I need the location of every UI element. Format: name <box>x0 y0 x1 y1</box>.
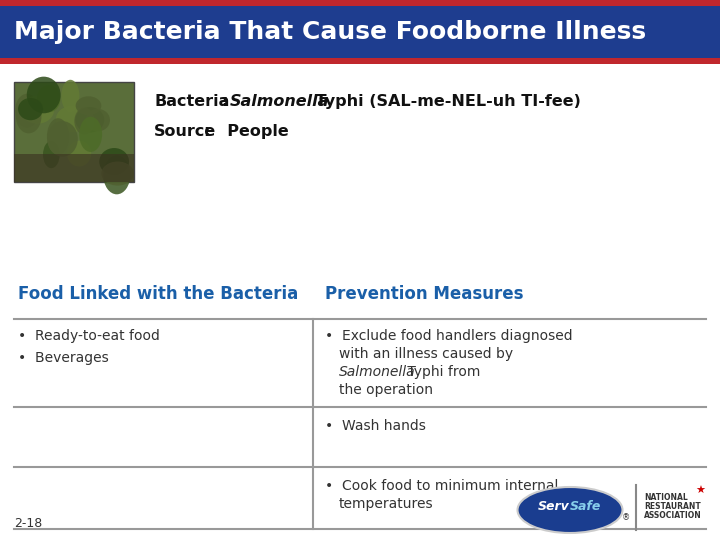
Ellipse shape <box>99 148 129 176</box>
Ellipse shape <box>15 94 39 127</box>
Text: RESTAURANT: RESTAURANT <box>644 502 701 511</box>
Text: Food Linked with the Bacteria: Food Linked with the Bacteria <box>18 285 298 303</box>
Ellipse shape <box>20 96 54 124</box>
Text: the operation: the operation <box>339 383 433 397</box>
Text: •  Cook food to minimum internal: • Cook food to minimum internal <box>325 479 559 493</box>
Text: ®: ® <box>622 514 630 523</box>
Text: Bacteria: Bacteria <box>154 94 230 109</box>
Ellipse shape <box>79 117 102 152</box>
Text: Source: Source <box>154 124 216 139</box>
Text: Typhi (SAL-me-NEL-uh TI-fee): Typhi (SAL-me-NEL-uh TI-fee) <box>310 94 581 109</box>
Ellipse shape <box>76 107 104 133</box>
Text: •  Beverages: • Beverages <box>18 351 109 365</box>
Ellipse shape <box>76 96 102 115</box>
Ellipse shape <box>18 98 43 120</box>
Bar <box>0 6 720 58</box>
Ellipse shape <box>103 156 130 194</box>
Ellipse shape <box>86 109 110 131</box>
Bar <box>14 82 134 182</box>
Ellipse shape <box>27 77 60 113</box>
Ellipse shape <box>102 161 134 186</box>
Bar <box>14 154 134 182</box>
Ellipse shape <box>61 80 79 112</box>
Ellipse shape <box>48 121 78 157</box>
Text: temperatures: temperatures <box>339 497 433 511</box>
Ellipse shape <box>74 107 94 134</box>
Text: Typhi from: Typhi from <box>403 365 480 379</box>
Ellipse shape <box>67 140 91 166</box>
Text: Salmonella: Salmonella <box>339 365 415 379</box>
Text: •  Wash hands: • Wash hands <box>325 419 426 433</box>
Text: •  Exclude food handlers diagnosed: • Exclude food handlers diagnosed <box>325 329 572 343</box>
Text: •  Ready-to-eat food: • Ready-to-eat food <box>18 329 160 343</box>
Text: ★: ★ <box>695 486 705 496</box>
Text: 2-18: 2-18 <box>14 517 42 530</box>
Text: Serv: Serv <box>539 501 570 514</box>
Text: ASSOCIATION: ASSOCIATION <box>644 511 702 520</box>
Text: :   People: : People <box>204 124 289 139</box>
Ellipse shape <box>47 118 69 154</box>
Ellipse shape <box>43 141 60 168</box>
Ellipse shape <box>56 106 87 132</box>
Text: :: : <box>222 94 234 109</box>
Text: Prevention Measures: Prevention Measures <box>325 285 523 303</box>
Ellipse shape <box>518 487 623 533</box>
Text: with an illness caused by: with an illness caused by <box>339 347 513 361</box>
Text: Major Bacteria That Cause Foodborne Illness: Major Bacteria That Cause Foodborne Illn… <box>14 20 646 44</box>
Bar <box>0 0 720 6</box>
Text: Safe: Safe <box>570 501 601 514</box>
Bar <box>0 58 720 64</box>
Text: Salmonella: Salmonella <box>230 94 329 109</box>
Ellipse shape <box>37 85 60 112</box>
Ellipse shape <box>16 100 42 133</box>
Text: NATIONAL: NATIONAL <box>644 493 688 502</box>
